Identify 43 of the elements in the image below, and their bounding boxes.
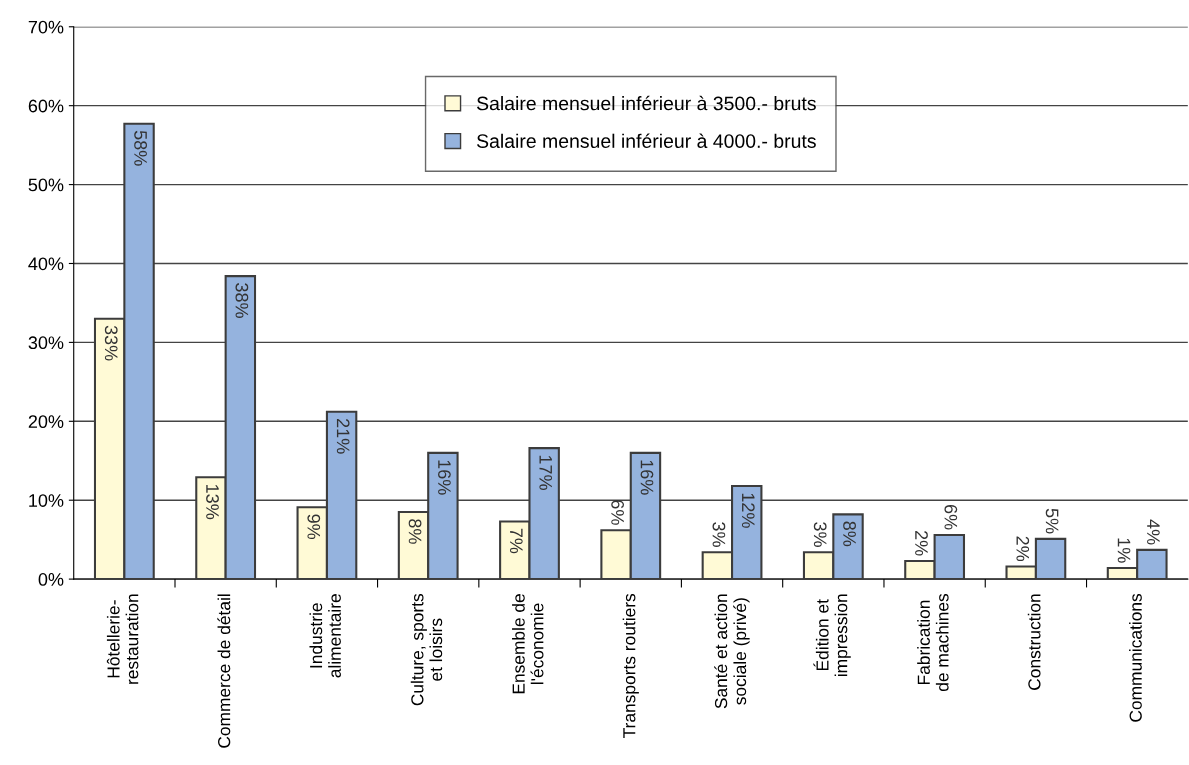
x-tick-label: Transports routiers (622, 593, 639, 738)
data-label: 16% (640, 460, 654, 495)
data-label: 9% (307, 514, 321, 540)
data-label: 7% (510, 528, 523, 554)
x-tick-label: Industrie alimentaire (309, 594, 341, 678)
y-tick-label: 10% (29, 494, 64, 507)
y-tick-label: 60% (28, 99, 64, 113)
data-label: 1% (1117, 538, 1131, 563)
y-tick-label: 40% (28, 257, 64, 271)
x-tick-label: Fabrication de machines (917, 593, 949, 692)
y-tick-label: 20% (28, 415, 64, 429)
data-label: 8% (408, 519, 422, 544)
x-tick-label: Culture, sports et loisirs (410, 593, 443, 706)
y-tick-label: 50% (28, 178, 64, 192)
data-label: 3% (813, 522, 827, 547)
x-tick-label: Édition et impression (813, 594, 851, 677)
y-tick-label: 0% (38, 573, 64, 586)
data-label: 12% (741, 493, 755, 528)
data-label: 5% (1045, 508, 1059, 534)
x-tick-label: Communications (1129, 593, 1142, 722)
data-label: 3% (712, 522, 726, 547)
data-label: 33% (104, 325, 118, 361)
data-label: 38% (235, 283, 249, 318)
x-tick-label: Hôtellerie-restauration (106, 594, 139, 684)
x-tick-label: Ensemble de l'économie (512, 594, 544, 694)
y-tick-label: 30% (28, 336, 64, 350)
x-tick-label: Commerce de détail (217, 594, 231, 748)
x-tick-label: Construction (1027, 594, 1041, 690)
x-tick-label: Santé et action sociale (privé) (714, 594, 750, 709)
y-tick-label: 70% (28, 20, 64, 34)
data-label: 6% (944, 505, 958, 530)
data-label: 2% (915, 531, 928, 556)
data-label: 16% (438, 460, 451, 495)
data-label: 58% (134, 130, 147, 166)
legend-label: Salaire mensuel inférieur à 4000.- bruts (476, 133, 816, 148)
data-label: 21% (336, 419, 350, 454)
data-label: 13% (206, 485, 219, 520)
data-label: 2% (1016, 536, 1030, 562)
data-label: 17% (539, 455, 553, 490)
legend-label: Salaire mensuel inférieur à 3500.- bruts (476, 95, 816, 111)
data-label: 6% (611, 500, 625, 525)
data-label: 8% (843, 521, 856, 547)
data-label: 4% (1147, 519, 1160, 545)
